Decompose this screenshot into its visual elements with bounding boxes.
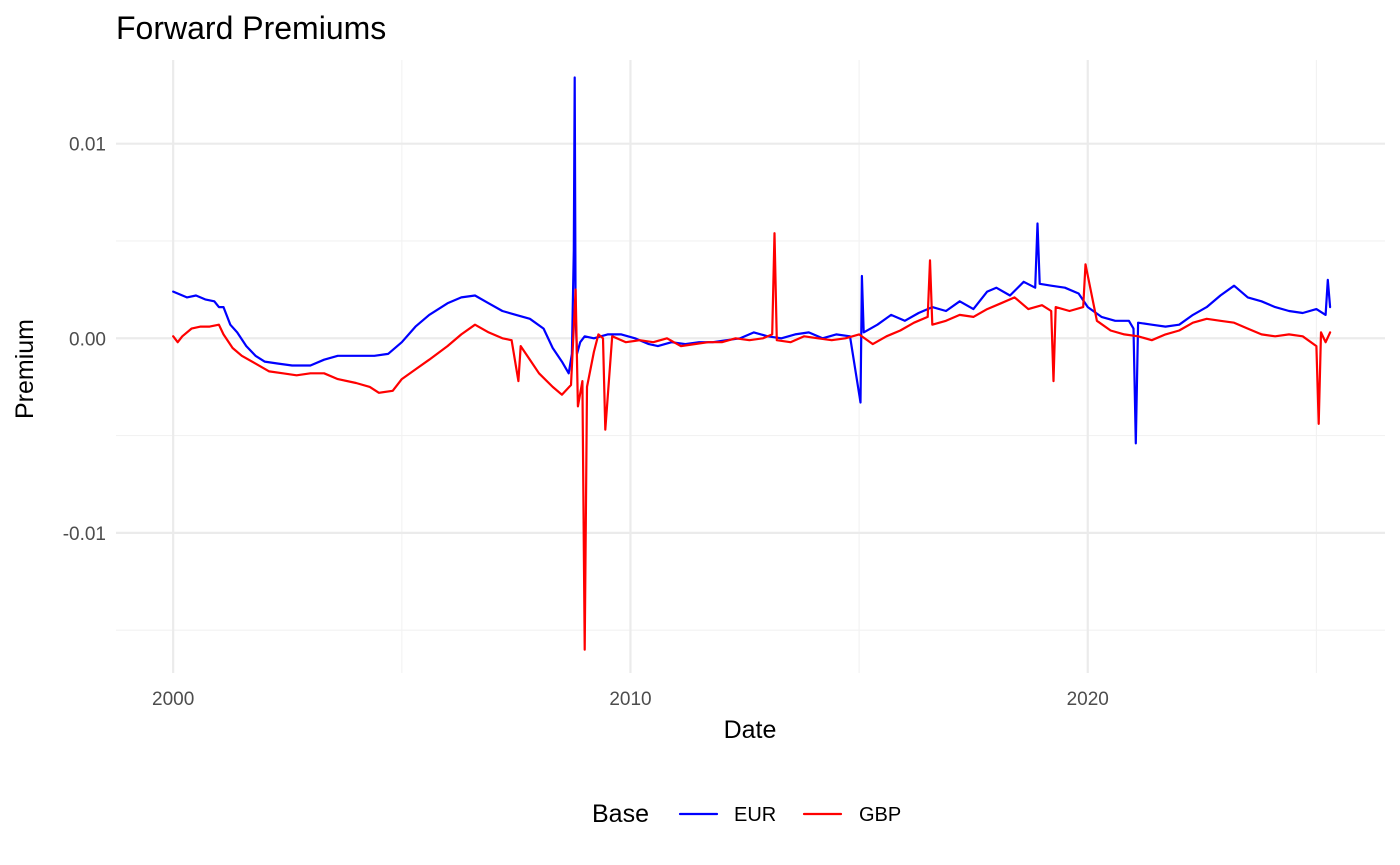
y-axis-title: Premium: [11, 319, 39, 419]
series-layer: [172, 76, 1332, 651]
y-tick-label: -0.01: [63, 524, 106, 545]
chart-title: Forward Premiums: [116, 10, 386, 46]
minor-gridlines-x: [401, 60, 1317, 673]
y-tick-label: 0.00: [69, 329, 106, 350]
major-gridlines-x: [172, 60, 1089, 673]
x-tick-label: 2020: [1067, 689, 1109, 710]
major-gridlines-y: [116, 142, 1385, 534]
minor-gridlines-y: [116, 240, 1385, 631]
legend: Base EUR GBP: [592, 800, 901, 828]
x-tick-label: 2010: [609, 689, 651, 710]
y-tick-label: 0.01: [69, 135, 106, 156]
x-tick-label: 2000: [152, 689, 194, 710]
series-line-eur: [172, 76, 1332, 445]
y-tick-labels: 0.01 0.00 -0.01: [63, 135, 106, 545]
legend-label-gbp: GBP: [859, 804, 901, 826]
x-tick-labels: 2000 2010 2020: [152, 689, 1109, 710]
series-line-gbp: [172, 232, 1332, 651]
legend-title: Base: [592, 800, 649, 828]
legend-label-eur: EUR: [734, 804, 776, 826]
x-axis-title: Date: [724, 716, 777, 744]
